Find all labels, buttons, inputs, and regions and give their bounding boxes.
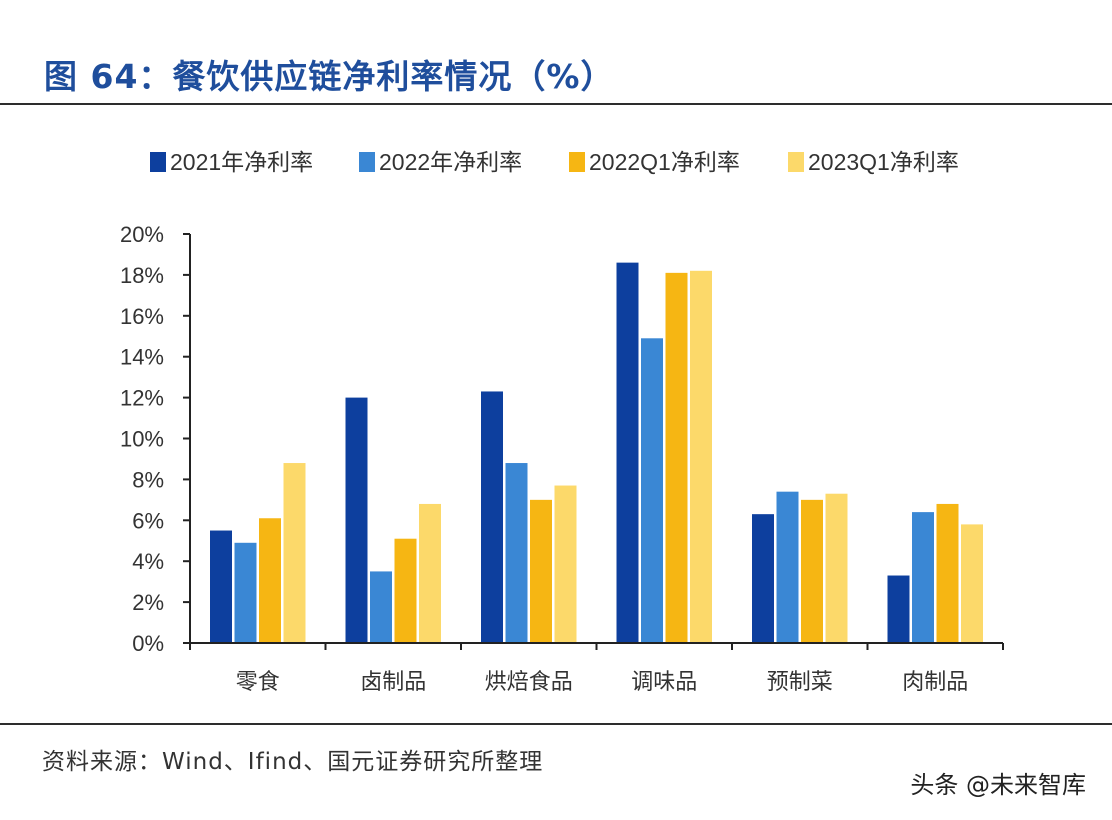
y-tick-label: 0%	[132, 631, 164, 656]
bar	[346, 398, 368, 643]
bar	[284, 463, 306, 643]
category-label: 肉制品	[902, 670, 968, 695]
bar	[210, 531, 232, 643]
bar	[752, 514, 774, 643]
bottom-divider	[0, 723, 1112, 725]
bar	[801, 500, 823, 643]
y-tick-label: 18%	[120, 263, 164, 288]
legend-swatch	[788, 152, 804, 172]
y-tick-label: 14%	[120, 345, 164, 370]
bar	[506, 463, 528, 643]
category-label: 卤制品	[360, 670, 426, 695]
y-tick-label: 20%	[120, 222, 164, 247]
y-tick-label: 12%	[120, 386, 164, 411]
y-tick-label: 8%	[132, 467, 164, 492]
bar	[690, 271, 712, 643]
bar	[395, 539, 417, 643]
source-note: 资料来源：Wind、Ifind、国元证券研究所整理	[42, 742, 543, 776]
y-tick-label: 16%	[120, 304, 164, 329]
watermark: 头条 @未来智库	[910, 765, 1086, 800]
bar	[555, 486, 577, 643]
bar	[937, 504, 959, 643]
bar	[617, 263, 639, 643]
bar	[961, 524, 983, 643]
legend-swatch	[150, 152, 166, 172]
category-label: 零食	[236, 670, 280, 695]
bar	[370, 571, 392, 643]
bar	[666, 273, 688, 643]
bar-chart: 2021年净利率 2022年净利率 2022Q1净利率 2023Q1净利率 0% 2% 4…	[0, 0, 1112, 723]
bar	[888, 576, 910, 643]
bar	[912, 512, 934, 643]
legend-label: 2023Q1净利率	[808, 149, 959, 175]
bar	[481, 391, 503, 643]
bar	[641, 338, 663, 643]
bar	[826, 494, 848, 643]
bar	[419, 504, 441, 643]
bar	[530, 500, 552, 643]
bar	[235, 543, 257, 643]
bar-series	[210, 263, 983, 643]
category-label: 预制菜	[767, 670, 833, 695]
y-tick-label: 6%	[132, 508, 164, 533]
legend: 2021年净利率 2022年净利率 2022Q1净利率 2023Q1净利率	[150, 149, 959, 175]
category-label: 调味品	[631, 670, 697, 695]
legend-swatch	[569, 152, 585, 172]
category-label: 烘焙食品	[485, 670, 573, 695]
legend-swatch	[359, 152, 375, 172]
y-tick-label: 10%	[120, 427, 164, 452]
x-axis: 零食 卤制品 烘焙食品 调味品 预制菜 肉制品	[190, 643, 1003, 695]
legend-label: 2022Q1净利率	[589, 149, 740, 175]
legend-label: 2022年净利率	[379, 149, 522, 175]
legend-label: 2021年净利率	[170, 149, 313, 175]
y-tick-label: 2%	[132, 590, 164, 615]
y-tick-label: 4%	[132, 549, 164, 574]
y-axis: 0% 2% 4% 6% 8% 10% 12% 14% 16% 18% 20%	[120, 222, 190, 656]
bar	[777, 492, 799, 643]
bar	[259, 518, 281, 643]
